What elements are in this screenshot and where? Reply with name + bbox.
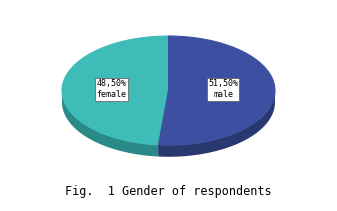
Text: 48,50%
female: 48,50% female — [96, 79, 126, 99]
Polygon shape — [158, 91, 275, 157]
Polygon shape — [158, 91, 168, 157]
Polygon shape — [158, 91, 168, 157]
Polygon shape — [62, 91, 158, 157]
Polygon shape — [158, 36, 275, 145]
Text: Fig.  1 Gender of respondents: Fig. 1 Gender of respondents — [65, 185, 272, 198]
Polygon shape — [62, 36, 168, 145]
Text: 51,50%
male: 51,50% male — [208, 79, 238, 99]
